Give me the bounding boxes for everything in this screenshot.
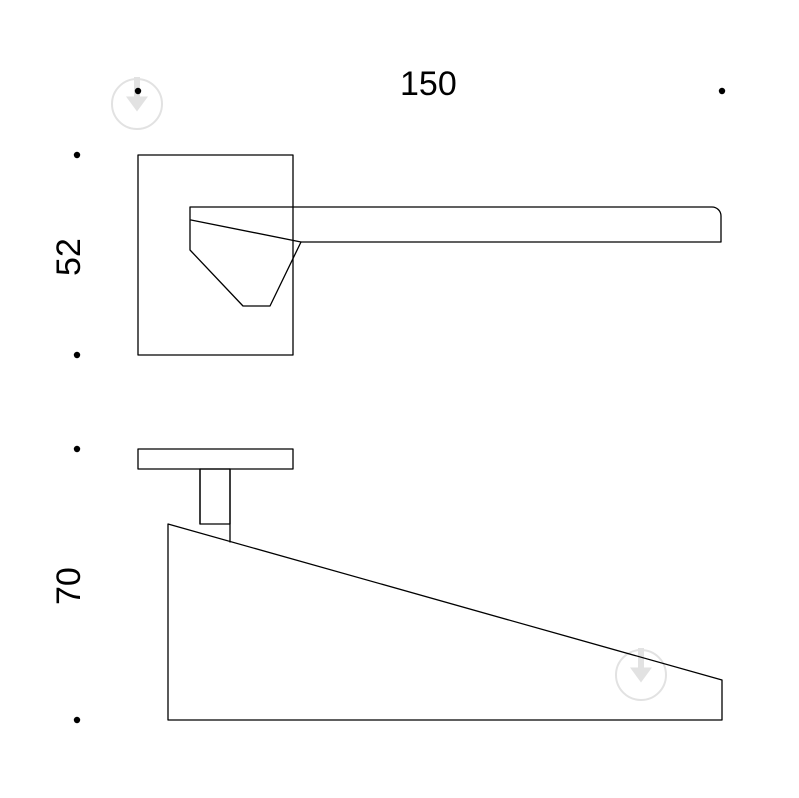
technical-drawing-canvas: 150 52 70 [0, 0, 799, 798]
drawing-svg [0, 0, 799, 798]
